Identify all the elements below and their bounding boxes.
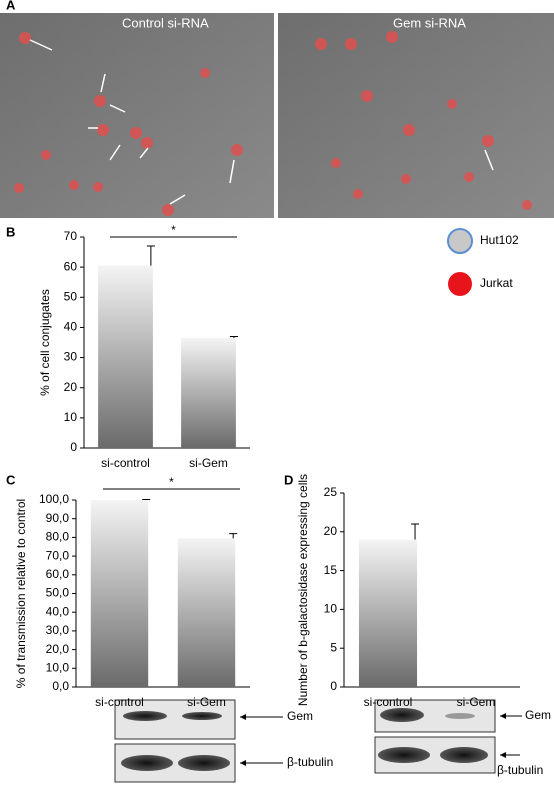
y-tick-label: 5 (330, 640, 337, 654)
y-axis-label: Number of b-galactosidase expressing cel… (296, 474, 310, 706)
y-tick-label: 0,0 (52, 679, 69, 693)
image-label: Control si-RNA (122, 15, 209, 30)
bar (181, 337, 236, 448)
y-tick-label: 30,0 (46, 623, 70, 637)
y-tick-label: 50,0 (46, 586, 70, 600)
error-bar (142, 498, 151, 500)
y-tick-label: 80,0 (46, 530, 70, 544)
x-tick-label: si-Gem (189, 456, 228, 470)
y-tick-label: 70,0 (46, 548, 70, 562)
y-tick-label: 25 (324, 485, 338, 499)
x-tick-label: si-Gem (457, 695, 496, 709)
y-tick-label: 0 (330, 679, 337, 693)
panel-label: D (284, 472, 293, 487)
bar (358, 539, 418, 687)
arrow-head (240, 714, 246, 720)
y-tick-label: 20 (64, 380, 78, 394)
y-tick-label: 20 (324, 524, 338, 538)
bar (177, 538, 236, 687)
y-tick-label: 15 (324, 563, 338, 577)
blot-band (440, 747, 488, 763)
panel-label: C (6, 472, 16, 487)
x-tick-label: si-control (101, 456, 150, 470)
error-bar (229, 335, 238, 338)
y-tick-label: 100,0 (39, 492, 69, 506)
blot-band (182, 712, 222, 720)
cells (14, 31, 532, 216)
y-tick-label: 10 (64, 410, 78, 424)
blot-label: β-tubulin (497, 763, 543, 777)
panel-label: B (6, 224, 15, 239)
significance-label: * (171, 223, 176, 237)
blot-band (380, 708, 424, 722)
y-tick-label: 10,0 (46, 660, 70, 674)
blot-label: Gem (525, 708, 551, 722)
micrograph (0, 13, 274, 218)
blot-label: β-tubulin (287, 755, 333, 769)
blot-band (121, 755, 173, 771)
legend-swatch (448, 272, 472, 296)
x-tick-label: si-control (364, 695, 413, 709)
y-tick-label: 70 (64, 229, 78, 243)
x-tick-label: si-control (95, 695, 144, 709)
y-tick-label: 50 (64, 289, 78, 303)
y-tick-label: 60,0 (46, 567, 70, 581)
blot-band (123, 711, 167, 721)
error-bar (411, 523, 420, 540)
panel-label: A (6, 0, 16, 12)
x-tick-label: si-Gem (187, 695, 226, 709)
y-tick-label: 40 (64, 320, 78, 334)
y-axis-label: % of transmission relative to control (14, 499, 28, 688)
error-bar (229, 533, 238, 539)
blot-label: Gem (287, 709, 313, 723)
y-tick-label: 40,0 (46, 604, 70, 618)
y-tick-label: 60 (64, 259, 78, 273)
y-axis-label: % of cell conjugates (38, 289, 52, 396)
y-tick-label: 30 (64, 350, 78, 364)
legend-label: Jurkat (480, 276, 513, 290)
significance-label: * (169, 475, 174, 489)
blot-band (378, 747, 430, 763)
y-tick-label: 20,0 (46, 642, 70, 656)
arrow-head (500, 713, 506, 719)
blot-band (178, 755, 230, 771)
bar (98, 265, 153, 448)
bar (90, 500, 149, 687)
blot-band (445, 713, 475, 719)
image-label: Gem si-RNA (393, 15, 466, 30)
arrow-head (240, 760, 246, 766)
error-bar (146, 245, 155, 266)
legend-swatch (447, 228, 473, 254)
y-tick-label: 10 (324, 602, 338, 616)
arrows (29, 39, 494, 205)
legend-label: Hut102 (480, 233, 519, 247)
arrow-head (500, 752, 506, 758)
y-tick-label: 0 (70, 440, 77, 454)
y-tick-label: 90,0 (46, 511, 70, 525)
